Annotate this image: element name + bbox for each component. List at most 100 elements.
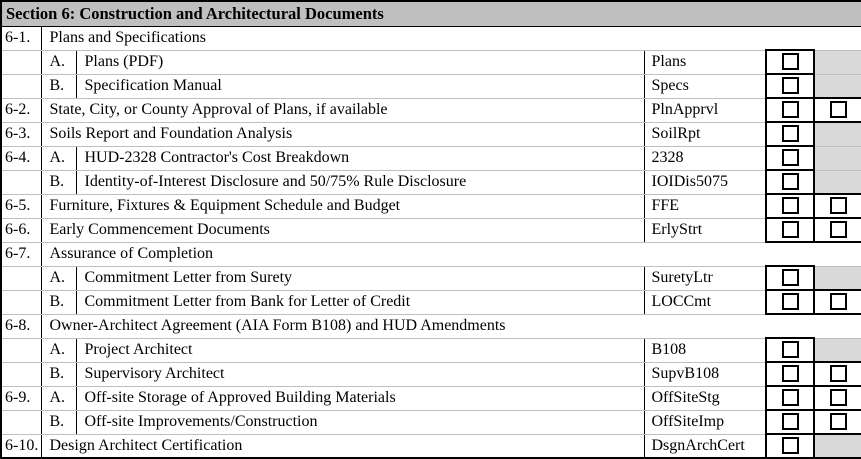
shaded-cell-2	[814, 337, 861, 363]
item-code: SoilRpt	[644, 121, 767, 147]
item-number: 6-10.	[1, 433, 42, 459]
item-number: 6-6.	[1, 217, 42, 243]
shaded-cell-2	[814, 121, 861, 147]
table-row: A. Project Architect B108	[1, 337, 861, 363]
item-number: 6-2.	[1, 97, 42, 123]
item-number: 6-9.	[1, 385, 42, 411]
item-code: OffSiteStg	[644, 385, 767, 411]
item-code: B108	[644, 337, 767, 363]
item-description: Plans and Specifications	[41, 25, 861, 51]
item-letter: A.	[41, 49, 77, 75]
item-letter: A.	[41, 145, 77, 171]
shaded-cell-2	[814, 169, 861, 195]
checkbox-cell-1	[765, 145, 815, 171]
checkbox[interactable]	[781, 340, 799, 358]
checkbox-cell-2	[813, 97, 861, 123]
table-row: 6-9. A. Off-site Storage of Approved Bui…	[1, 385, 861, 411]
checkbox[interactable]	[829, 292, 847, 310]
checkbox[interactable]	[829, 412, 847, 430]
item-number: 6-8.	[1, 313, 42, 339]
item-description: Commitment Letter from Surety	[76, 265, 645, 291]
checkbox-cell-1	[765, 73, 815, 99]
table-row: B. Identity-of-Interest Disclosure and 5…	[1, 169, 861, 195]
shaded-cell-2	[814, 265, 861, 291]
table-row: 6-7. Assurance of Completion	[1, 241, 861, 267]
item-number	[1, 73, 42, 99]
shaded-cell-2	[814, 145, 861, 171]
checkbox-cell-1	[765, 265, 815, 291]
item-description: Specification Manual	[76, 73, 645, 99]
section-title: Section 6: Construction and Architectura…	[1, 0, 861, 27]
item-description: Commitment Letter from Bank for Letter o…	[76, 289, 645, 315]
checkbox-cell-2	[813, 409, 861, 435]
item-code: IOIDis5075	[644, 169, 767, 195]
checkbox-cell-1	[765, 385, 815, 411]
checkbox[interactable]	[781, 292, 799, 310]
item-letter: B.	[41, 73, 77, 99]
checkbox[interactable]	[829, 196, 847, 214]
checkbox-cell-2	[813, 289, 861, 315]
item-description: Off-site Improvements/Construction	[76, 409, 645, 435]
item-code: OffSiteImp	[644, 409, 767, 435]
table-row: 6-10. Design Architect Certification Dsg…	[1, 433, 861, 459]
checkbox-cell-1	[765, 433, 815, 459]
item-number	[1, 49, 42, 75]
checkbox-cell-1	[765, 193, 815, 219]
shaded-cell-2	[814, 73, 861, 99]
checkbox[interactable]	[781, 100, 799, 118]
shaded-cell-2	[814, 433, 861, 459]
checkbox[interactable]	[829, 364, 847, 382]
item-description: Project Architect	[76, 337, 645, 363]
item-description: Off-site Storage of Approved Building Ma…	[76, 385, 645, 411]
table-row: B. Off-site Improvements/Construction Of…	[1, 409, 861, 435]
checkbox-cell-1	[765, 169, 815, 195]
checkbox[interactable]	[781, 172, 799, 190]
checkbox[interactable]	[781, 412, 799, 430]
table-row: 6-6. Early Commencement Documents ErlySt…	[1, 217, 861, 243]
table-row: 6-2. State, City, or County Approval of …	[1, 97, 861, 123]
checkbox-cell-2	[813, 385, 861, 411]
item-description: Early Commencement Documents	[41, 217, 645, 243]
checkbox[interactable]	[829, 220, 847, 238]
checkbox[interactable]	[781, 436, 799, 454]
checkbox[interactable]	[781, 268, 799, 286]
checkbox[interactable]	[781, 196, 799, 214]
item-description: Assurance of Completion	[41, 241, 861, 267]
item-number	[1, 265, 42, 291]
checkbox[interactable]	[781, 364, 799, 382]
checkbox[interactable]	[829, 100, 847, 118]
item-number: 6-5.	[1, 193, 42, 219]
checkbox-cell-2	[813, 361, 861, 387]
checkbox-cell-2	[813, 217, 861, 243]
section-header-row: Section 6: Construction and Architectura…	[1, 0, 861, 27]
checkbox-cell-1	[765, 289, 815, 315]
item-letter: A.	[41, 385, 77, 411]
item-description: Design Architect Certification	[41, 433, 645, 459]
item-letter: B.	[41, 409, 77, 435]
checkbox[interactable]	[781, 52, 799, 70]
item-description: Plans (PDF)	[76, 49, 645, 75]
table-row: B. Specification Manual Specs	[1, 73, 861, 99]
item-description: Owner-Architect Agreement (AIA Form B108…	[41, 313, 861, 339]
item-number: 6-3.	[1, 121, 42, 147]
item-description: State, City, or County Approval of Plans…	[41, 97, 645, 123]
checkbox-cell-1	[765, 337, 815, 363]
checkbox-cell-1	[765, 361, 815, 387]
checkbox[interactable]	[781, 388, 799, 406]
table-row: 6-3. Soils Report and Foundation Analysi…	[1, 121, 861, 147]
item-number	[1, 409, 42, 435]
item-number	[1, 289, 42, 315]
checkbox[interactable]	[781, 148, 799, 166]
item-description: HUD-2328 Contractor's Cost Breakdown	[76, 145, 645, 171]
checkbox[interactable]	[781, 76, 799, 94]
item-number	[1, 337, 42, 363]
item-code: Specs	[644, 73, 767, 99]
item-description: Soils Report and Foundation Analysis	[41, 121, 645, 147]
checkbox[interactable]	[781, 220, 799, 238]
checkbox[interactable]	[829, 388, 847, 406]
item-number: 6-7.	[1, 241, 42, 267]
checkbox-cell-1	[765, 97, 815, 123]
checkbox[interactable]	[781, 124, 799, 142]
table-row: 6-4. A. HUD-2328 Contractor's Cost Break…	[1, 145, 861, 171]
checkbox-cell-1	[765, 49, 815, 75]
